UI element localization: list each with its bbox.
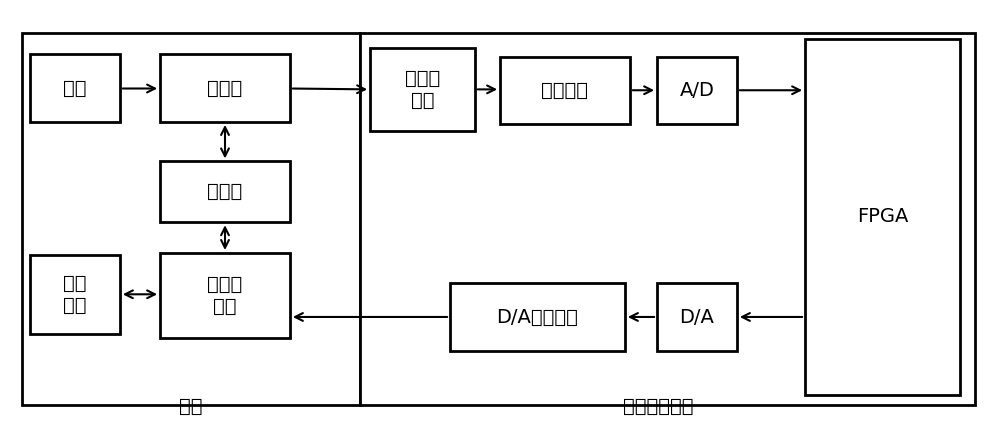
Text: D/A驱动电路: D/A驱动电路 <box>497 308 578 327</box>
Bar <box>160 253 290 338</box>
Text: 光源: 光源 <box>63 79 87 98</box>
Text: 传感
单元: 传感 单元 <box>63 274 87 315</box>
Text: FPGA: FPGA <box>857 208 908 226</box>
Text: A/D: A/D <box>680 81 714 100</box>
Bar <box>657 283 737 351</box>
Text: 起偏器: 起偏器 <box>207 182 243 201</box>
Text: 前放滤波: 前放滤波 <box>542 81 588 100</box>
Bar <box>30 54 120 122</box>
Text: 闭环检测电路: 闭环检测电路 <box>623 397 693 416</box>
Bar <box>22 33 360 405</box>
Text: 光电探
测器: 光电探 测器 <box>405 69 440 110</box>
Bar <box>370 48 475 131</box>
Bar <box>30 255 120 334</box>
Bar <box>657 57 737 124</box>
Text: D/A: D/A <box>680 308 714 327</box>
Text: 环形器: 环形器 <box>207 79 243 98</box>
Bar <box>160 54 290 122</box>
Text: 相位调
制器: 相位调 制器 <box>207 275 243 316</box>
Bar <box>500 57 630 124</box>
Bar <box>450 283 625 351</box>
Bar <box>805 39 960 395</box>
Bar <box>360 33 975 405</box>
Bar <box>160 161 290 222</box>
Text: 光路: 光路 <box>179 397 203 416</box>
